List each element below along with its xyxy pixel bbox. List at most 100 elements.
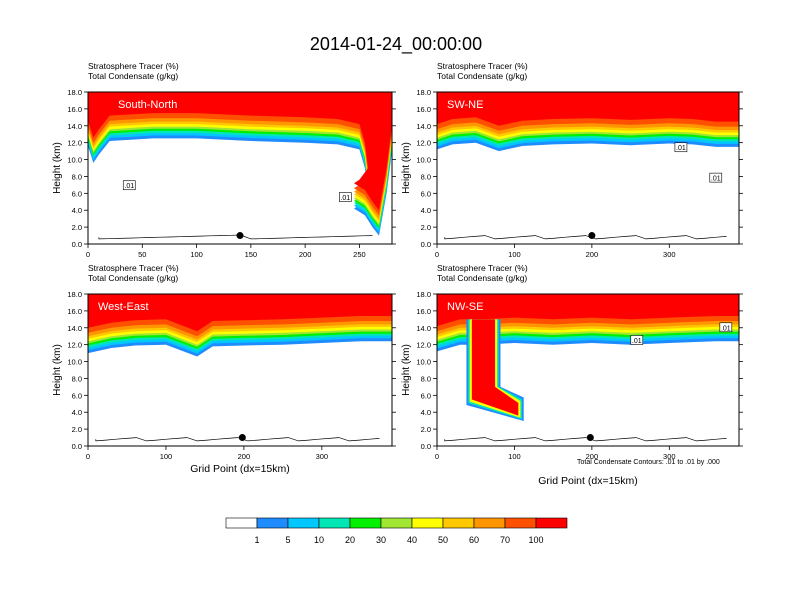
x-tick-label: 100 — [190, 250, 203, 259]
y-axis-label: Height (km) — [52, 344, 63, 396]
header-line2: Total Condensate (g/kg) — [437, 71, 527, 81]
colorbar-swatch — [225, 517, 258, 529]
y-tick-label: 12.0 — [67, 139, 82, 148]
x-tick-label: 200 — [238, 452, 251, 461]
colorbar-swatch — [318, 517, 351, 529]
colorbar-swatch — [380, 517, 413, 529]
condensate-contour — [444, 437, 727, 442]
panel-sw-ne: .01 .01 SW-NE Stratosphere Tracer (%)Total … — [401, 61, 743, 259]
y-tick-label: 0.0 — [421, 442, 431, 451]
y-tick-label: 8.0 — [421, 172, 431, 181]
y-tick-label: 8.0 — [72, 374, 82, 383]
figure-title: 2014-01-24_00:00:00 — [310, 34, 482, 55]
y-tick-label: 16.0 — [67, 307, 82, 316]
y-tick-label: 10.0 — [67, 156, 82, 165]
colorbar-label: 40 — [407, 535, 417, 545]
y-tick-label: 12.0 — [416, 139, 431, 148]
colorbar-swatch — [535, 517, 568, 529]
x-axis-label: Grid Point (dx=15km) — [190, 463, 290, 475]
x-tick-label: 300 — [663, 452, 676, 461]
y-tick-label: 10.0 — [67, 358, 82, 367]
y-tick-label: 14.0 — [416, 122, 431, 131]
plot-area — [437, 92, 739, 244]
y-tick-label: 2.0 — [72, 425, 82, 434]
plot-frame — [87, 293, 393, 447]
plot-frame — [436, 293, 740, 447]
header-line2: Total Condensate (g/kg) — [88, 273, 178, 283]
x-tick-label: 0 — [86, 250, 90, 259]
plot-area — [88, 92, 392, 244]
colorbar-swatch — [473, 517, 506, 529]
y-tick-label: 2.0 — [421, 223, 431, 232]
colorbar-swatch — [287, 517, 320, 529]
y-tick-label: 16.0 — [416, 105, 431, 114]
tracer-band — [88, 92, 392, 216]
contour-label: .01 — [340, 195, 350, 202]
tracer-band — [88, 92, 392, 219]
panel-name: NW-SE — [447, 301, 483, 313]
contour-label: .01 — [711, 176, 721, 183]
y-tick-label: 8.0 — [421, 374, 431, 383]
plot-area — [88, 294, 392, 446]
y-tick-label: 0.0 — [72, 442, 82, 451]
tracer-band — [437, 294, 739, 327]
contour-label: .01 — [632, 338, 642, 345]
y-tick-label: 14.0 — [67, 324, 82, 333]
condensate-contour — [95, 437, 380, 442]
x-tick-label: 300 — [663, 250, 676, 259]
y-tick-label: 4.0 — [421, 206, 431, 215]
x-tick-label: 300 — [316, 452, 329, 461]
plot-frame — [436, 91, 740, 245]
y-tick-label: 6.0 — [72, 189, 82, 198]
y-tick-label: 18.0 — [416, 88, 431, 97]
panels-group: .01 .01 South-North Stratosphere Tracer (%)… — [52, 61, 743, 487]
colorbar: 1 5 10 20 30 40 50 60 70 100 — [225, 517, 568, 545]
y-tick-label: 8.0 — [72, 172, 82, 181]
x-tick-label: 200 — [586, 452, 599, 461]
y-tick-label: 14.0 — [416, 324, 431, 333]
condensate-contour — [98, 234, 373, 240]
panel-nw-se: .01 .01 NW-SE Stratosphere Tracer (%)Total … — [401, 263, 743, 487]
x-tick-label: 0 — [86, 452, 90, 461]
condensate-contour — [444, 235, 727, 240]
header-line1: Stratosphere Tracer (%) — [88, 61, 179, 71]
plot-frame — [87, 91, 393, 245]
colorbar-swatch — [504, 517, 537, 529]
colorbar-label: 100 — [528, 535, 543, 545]
contour-label: .01 — [721, 325, 731, 332]
y-tick-label: 4.0 — [72, 408, 82, 417]
colorbar-swatch — [411, 517, 444, 529]
location-marker — [238, 434, 246, 442]
y-tick-label: 2.0 — [72, 223, 82, 232]
header-line1: Stratosphere Tracer (%) — [88, 263, 179, 273]
y-tick-label: 10.0 — [416, 358, 431, 367]
y-tick-label: 12.0 — [67, 341, 82, 350]
contour-label-box — [709, 172, 723, 183]
colorbar-label: 60 — [469, 535, 479, 545]
contour-label-box — [674, 142, 688, 153]
y-tick-label: 18.0 — [67, 88, 82, 97]
panel-name: SW-NE — [447, 99, 483, 111]
x-tick-label: 100 — [160, 452, 173, 461]
colorbar-label: 30 — [376, 535, 386, 545]
location-marker — [236, 232, 244, 240]
header-line1: Stratosphere Tracer (%) — [437, 263, 528, 273]
x-tick-label: 200 — [299, 250, 312, 259]
contour-label-box — [122, 180, 136, 191]
x-tick-label: 150 — [245, 250, 258, 259]
colorbar-label: 10 — [314, 535, 324, 545]
panel-south-north: .01 .01 South-North Stratosphere Tracer (%)… — [52, 61, 396, 259]
x-axis-label: Grid Point (dx=15km) — [538, 475, 638, 487]
panel-name: South-North — [118, 99, 177, 111]
x-tick-label: 50 — [138, 250, 146, 259]
colorbar-label: 1 — [254, 535, 259, 545]
tracer-band — [88, 92, 392, 211]
header-line2: Total Condensate (g/kg) — [437, 273, 527, 283]
contour-label: .01 — [676, 145, 686, 152]
contour-label-box — [339, 192, 352, 202]
x-tick-label: 250 — [353, 250, 366, 259]
colorbar-label: 20 — [345, 535, 355, 545]
x-tick-label: 100 — [508, 452, 521, 461]
y-tick-label: 14.0 — [67, 122, 82, 131]
